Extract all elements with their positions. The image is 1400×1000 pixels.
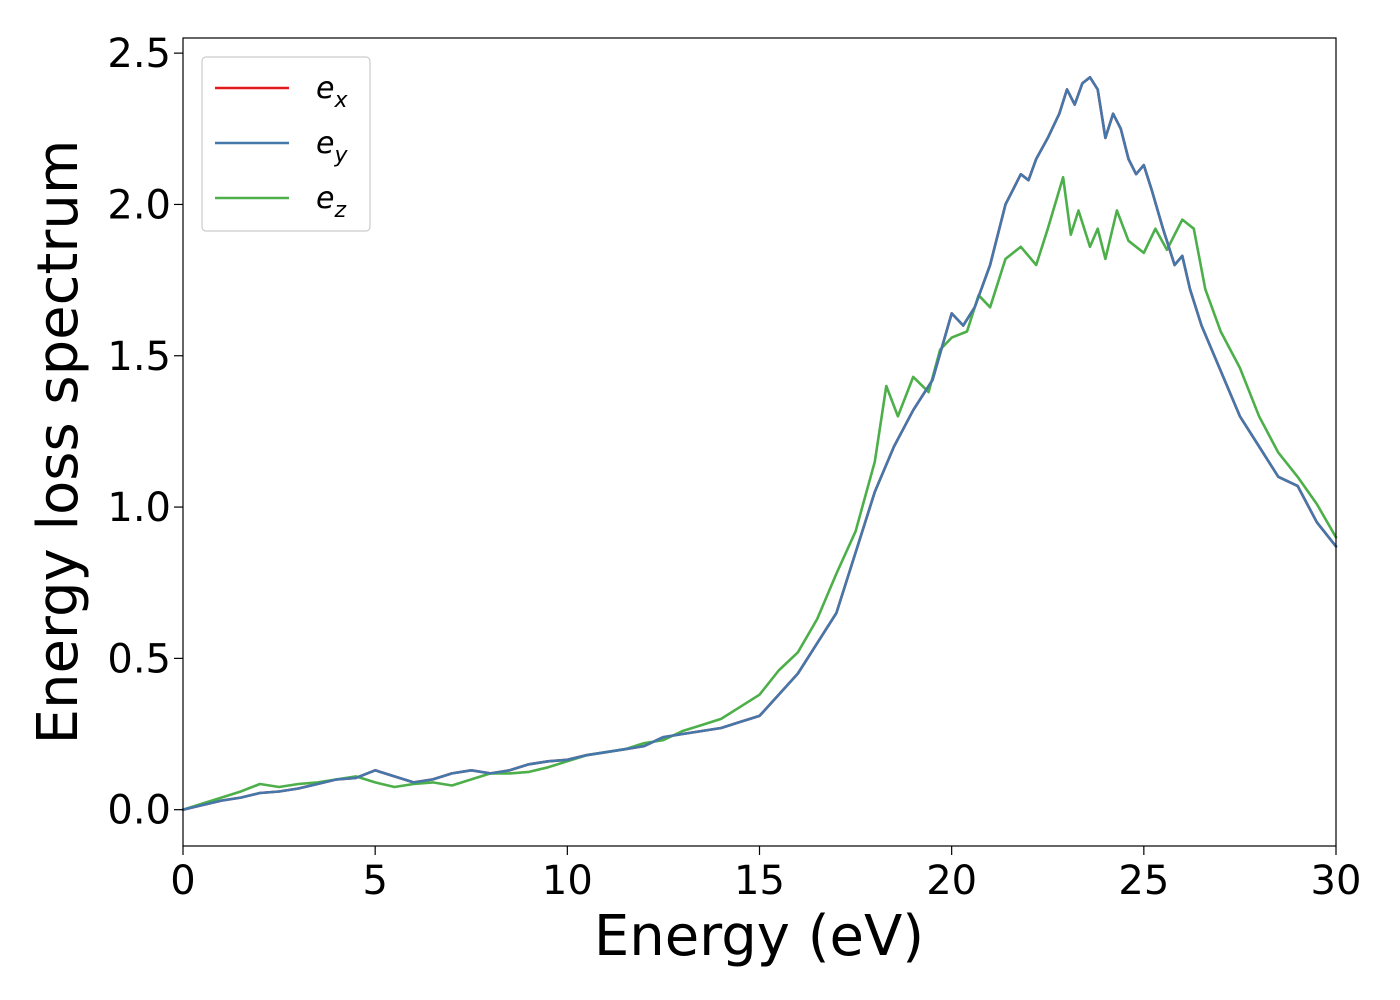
x-tick-label: 20 — [926, 858, 977, 904]
legend-label-x: ex — [316, 71, 348, 113]
x-tick-label: 10 — [542, 858, 593, 904]
legend-label-y: ey — [316, 126, 348, 168]
y-tick-label: 1.5 — [107, 334, 171, 380]
series-lines — [181, 76, 1338, 812]
y-tick-label: 0.5 — [107, 636, 171, 682]
x-tick-label: 25 — [1118, 858, 1169, 904]
series-line-y — [181, 76, 1338, 812]
y-tick-label: 0.0 — [107, 788, 171, 834]
legend-label-z: ez — [316, 181, 346, 223]
y-tick-label: 2.0 — [107, 182, 171, 228]
y-axis-title: Energy loss spectrum — [26, 140, 91, 745]
x-axis-ticks: 0 5 10 15 20 25 30 — [170, 846, 1361, 904]
x-tick-label: 15 — [734, 858, 785, 904]
legend: ex ey ez — [201, 56, 371, 232]
y-tick-label: 2.5 — [107, 31, 171, 77]
y-tick-label: 1.0 — [107, 485, 171, 531]
x-axis-title: Energy (eV) — [594, 904, 924, 969]
y-axis-ticks: 0.0 0.5 1.0 1.5 2.0 2.5 — [107, 31, 183, 834]
plot-area — [183, 38, 1336, 846]
series-line-z — [181, 175, 1338, 812]
x-tick-label: 30 — [1311, 858, 1362, 904]
x-tick-label: 0 — [170, 858, 195, 904]
x-tick-label: 5 — [362, 858, 387, 904]
